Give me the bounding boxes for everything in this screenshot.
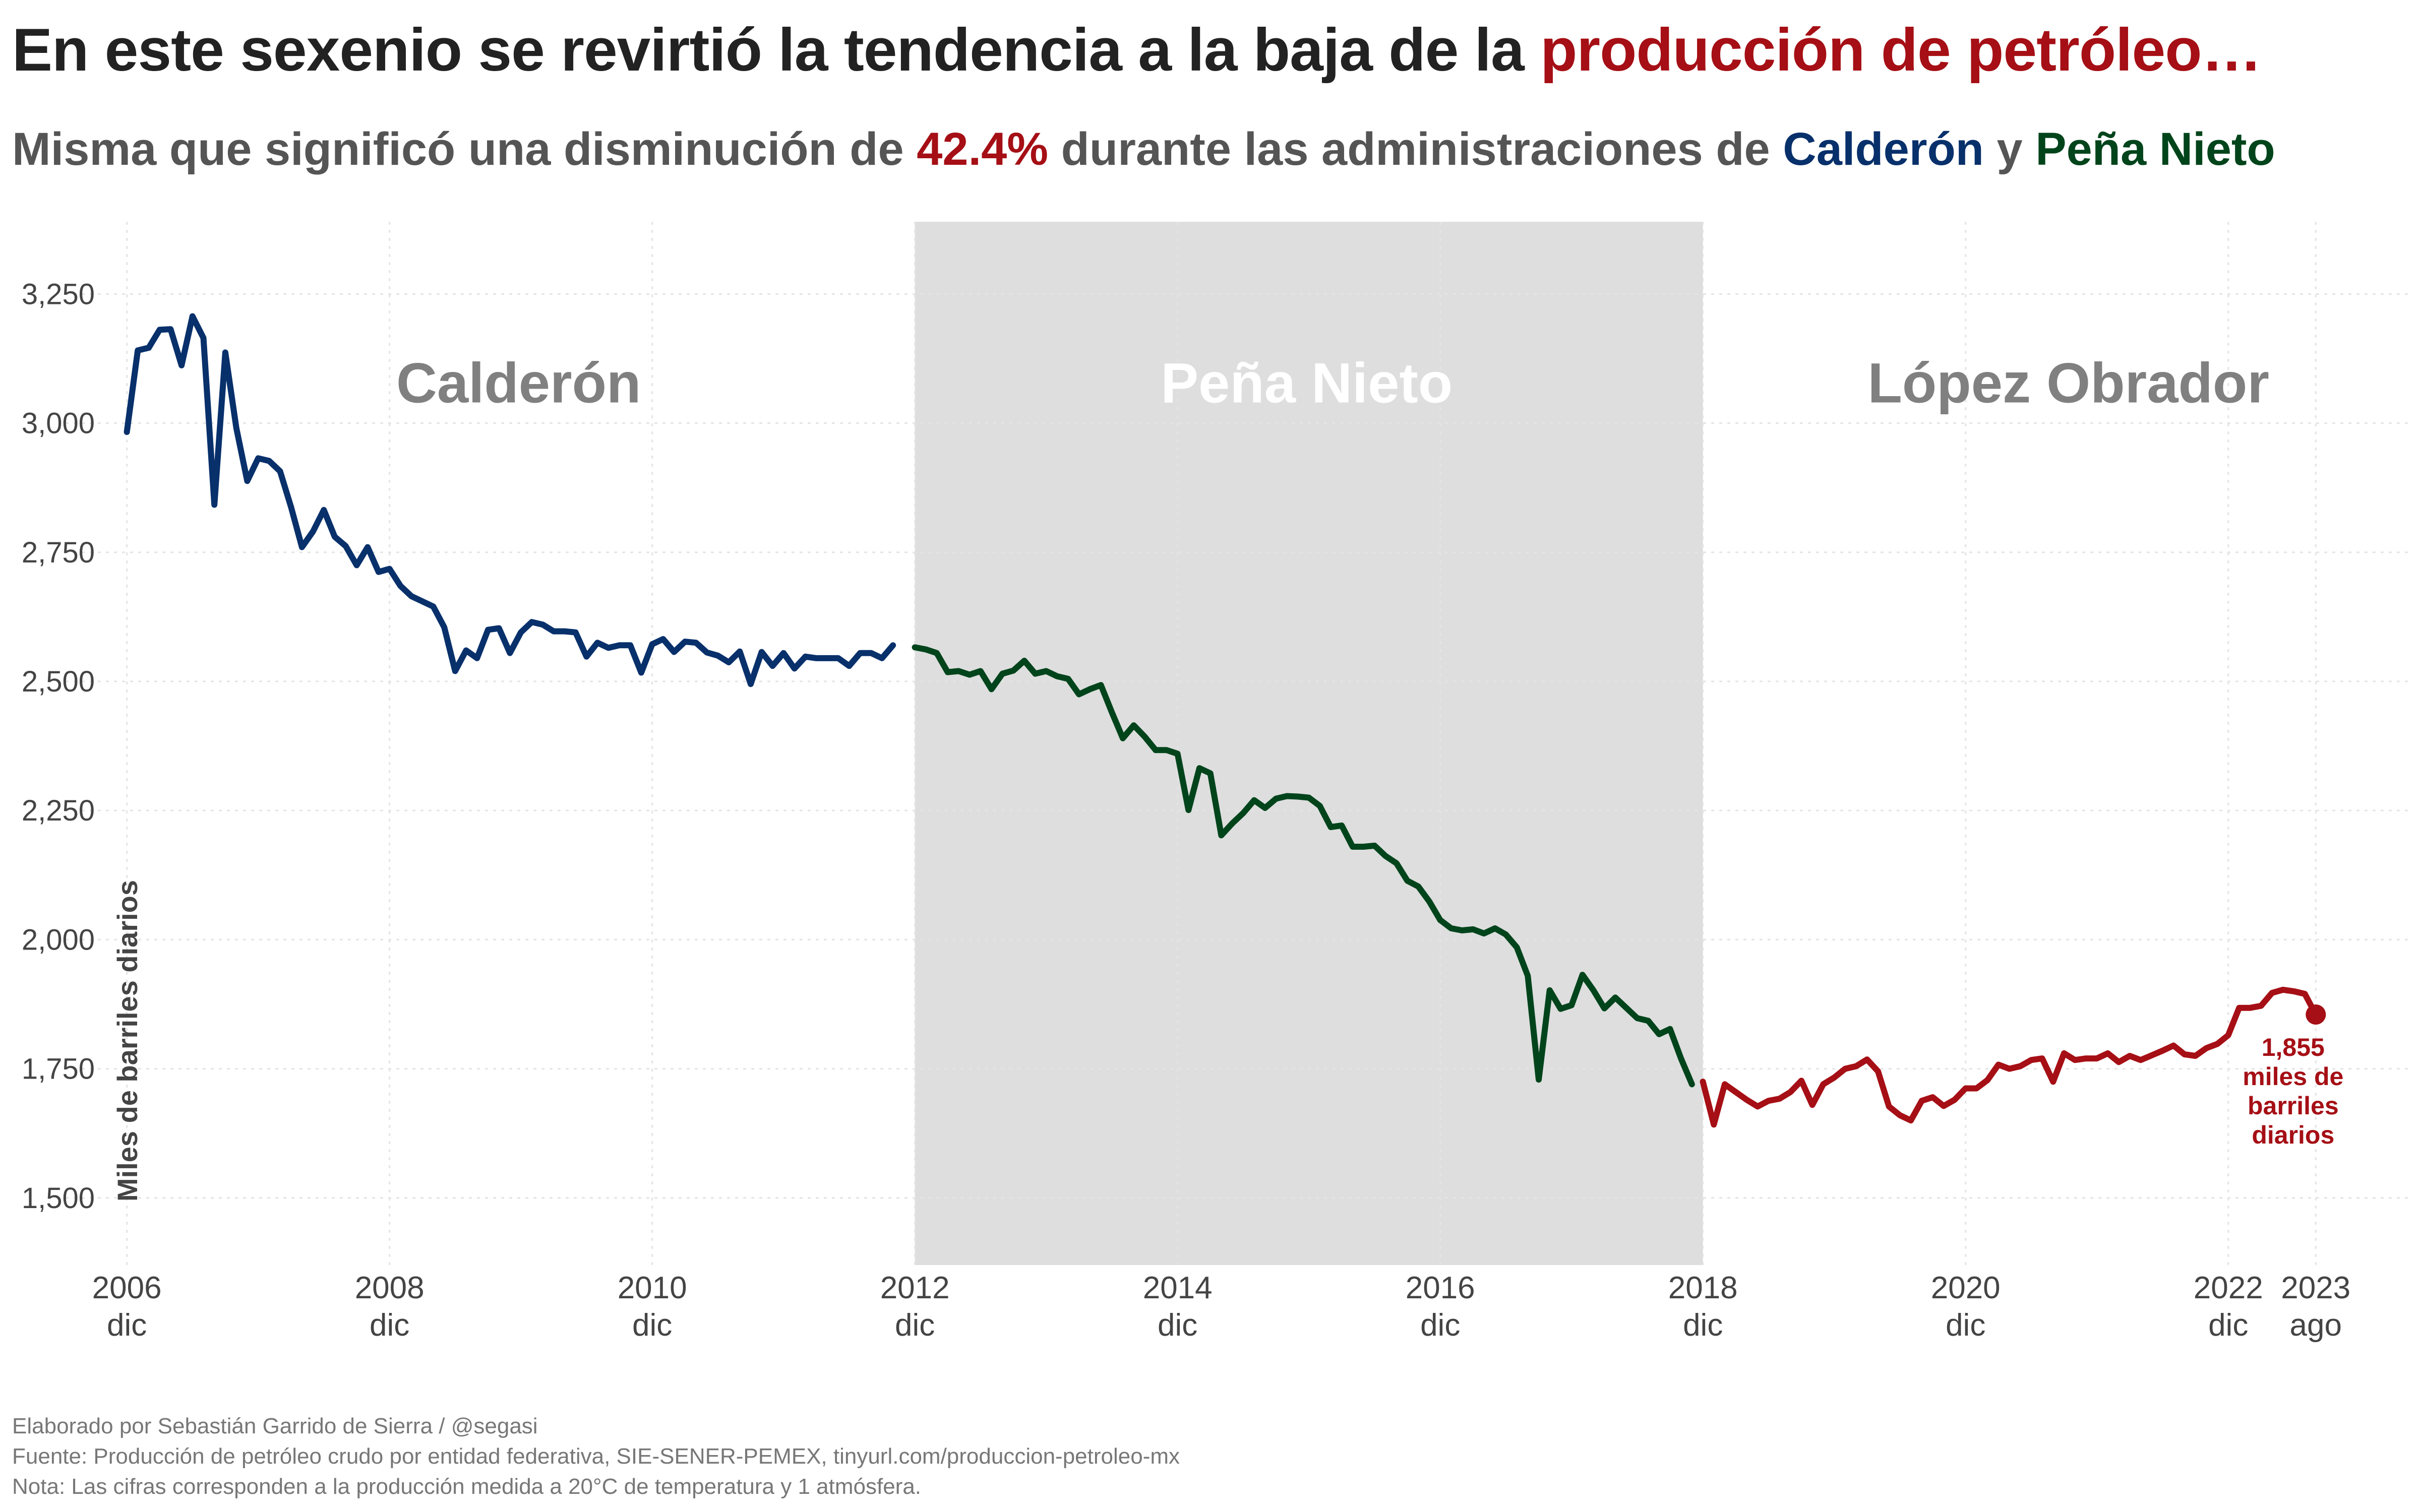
x-tick-month: dic	[1946, 1308, 1985, 1343]
x-tick-month: dic	[895, 1308, 935, 1343]
x-ticks-group: 2006dic2008dic2010dic2012dic2014dic2016d…	[92, 1271, 2351, 1343]
x-tick-month: dic	[1683, 1308, 1723, 1343]
end-point-label-line: miles de	[2243, 1062, 2343, 1091]
series-lines-group	[124, 313, 2319, 1128]
x-tick-month: dic	[370, 1308, 409, 1343]
footer-source: Fuente: Producción de petróleo crudo por…	[12, 1444, 1180, 1469]
title-text: En este sexenio se revirtió la tendencia…	[12, 16, 1541, 84]
end-point-label-line: 1,855	[2262, 1033, 2325, 1061]
subtitle-calderon: Calderón	[1783, 123, 1984, 175]
era-label-1: Peña Nieto	[1161, 352, 1453, 415]
x-tick-year: 2014	[1143, 1271, 1213, 1305]
x-tick-year: 2006	[92, 1271, 162, 1305]
subtitle-percentage: 42.4%	[917, 123, 1049, 175]
era-labels-group: Calderón Peña Nieto López Obrador	[396, 352, 2269, 415]
chart-title: En este sexenio se revirtió la tendencia…	[12, 15, 2262, 85]
x-tick-month: dic	[1158, 1308, 1197, 1343]
subtitle-text-2: durante las administraciones de	[1048, 123, 1783, 175]
shaded-region-group	[915, 222, 1703, 1265]
x-tick-year: 2010	[618, 1271, 687, 1305]
subtitle-pena-nieto: Peña Nieto	[2035, 123, 2275, 175]
footer-note: Nota: Las cifras corresponden a la produ…	[12, 1474, 922, 1499]
x-tick-month: dic	[1420, 1308, 1460, 1343]
x-tick-year: 2020	[1931, 1271, 2001, 1305]
subtitle-text-1: Misma que significó una disminución de	[12, 123, 917, 175]
end-point-label-line: diarios	[2252, 1121, 2334, 1149]
footer-credit: Elaborado por Sebastián Garrido de Sierr…	[12, 1414, 538, 1438]
era-label-0: Calderón	[396, 352, 641, 415]
y-tick-label: 3,250	[22, 278, 95, 310]
series-line-1	[912, 644, 1695, 1088]
y-tick-label: 2,000	[22, 923, 95, 956]
end-point-marker	[2306, 1004, 2326, 1025]
x-tick-year: 2018	[1668, 1271, 1738, 1305]
footer: Elaborado por Sebastián Garrido de Sierr…	[12, 1411, 1180, 1502]
end-point-label-line: barriles	[2248, 1092, 2339, 1120]
x-tick-year: 2016	[1406, 1271, 1475, 1305]
chart-subtitle: Misma que significó una disminución de 4…	[12, 123, 2275, 176]
series-line-2	[1700, 986, 2319, 1128]
y-tick-label: 1,750	[22, 1053, 95, 1086]
x-tick-year: 2023	[2281, 1271, 2350, 1305]
series-line-0	[124, 313, 896, 687]
y-tick-label: 2,750	[22, 536, 95, 569]
shaded-region-pena-nieto	[915, 222, 1703, 1265]
y-axis-label: Miles de barriles diarios	[111, 880, 143, 1202]
era-label-2: López Obrador	[1867, 352, 2269, 415]
x-tick-month: ago	[2289, 1308, 2341, 1343]
y-ticks-group: 1,500 1,750 2,000 2,250 2,500 2,750 3,000 3,250	[22, 278, 95, 1214]
x-tick-month: dic	[632, 1308, 672, 1343]
title-highlight: producción de petróleo…	[1540, 16, 2262, 84]
y-tick-label: 2,250	[22, 794, 95, 827]
y-tick-label: 2,500	[22, 665, 95, 698]
x-tick-year: 2012	[880, 1271, 950, 1305]
y-tick-label: 1,500	[22, 1182, 95, 1215]
subtitle-and: y	[1983, 123, 2036, 175]
x-tick-year: 2008	[355, 1271, 425, 1305]
x-tick-year: 2022	[2194, 1271, 2263, 1305]
x-tick-month: dic	[2208, 1308, 2248, 1343]
y-tick-label: 3,000	[22, 407, 95, 440]
x-tick-month: dic	[107, 1308, 147, 1343]
